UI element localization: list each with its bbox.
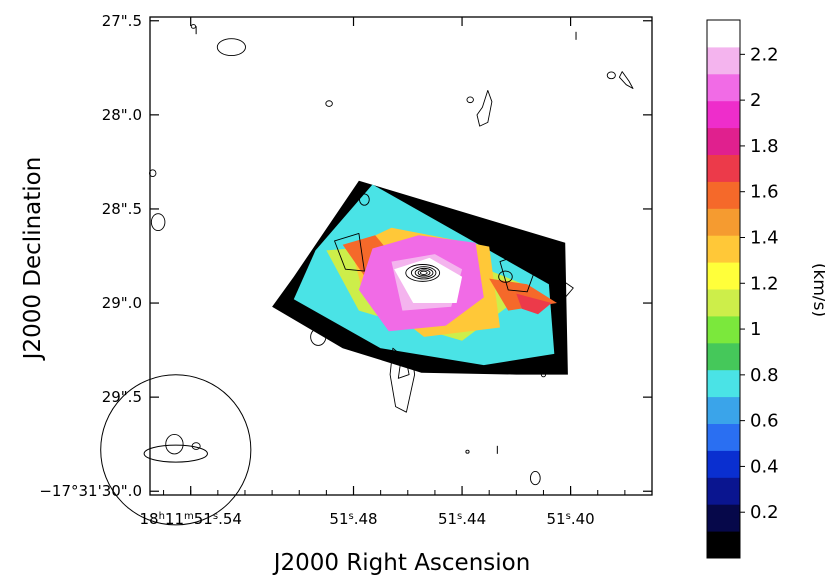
colorbar-band-15 (707, 154, 740, 182)
emission-contour-4 (606, 71, 616, 80)
emission-contour-7 (310, 328, 327, 346)
extended-contour-1 (476, 89, 493, 127)
x-tick-label-4: 51s.40 (547, 510, 595, 528)
emission-contour-10 (529, 471, 541, 486)
colorbar-label-6: 1.2 (750, 273, 779, 294)
colorbar-label-5: 1.4 (750, 227, 779, 248)
colorbar-band-9 (707, 315, 740, 344)
colorbar-band-12 (707, 235, 740, 263)
colorbar-label-9: 0.6 (750, 411, 779, 432)
core-contour-2 (410, 266, 437, 280)
colorbar-label-8: 0.8 (750, 365, 779, 386)
colorbar-band-17 (707, 100, 740, 129)
beam-ellipse (143, 444, 208, 463)
colorbar-band-3 (707, 477, 740, 505)
colorbar-band-20 (707, 20, 740, 48)
extended-contour-4 (618, 71, 634, 89)
emission-contour-14 (359, 193, 370, 206)
colorbar-band-2 (707, 504, 740, 532)
extended-contour-6 (334, 232, 365, 272)
colorbar-band-19 (707, 46, 740, 75)
colorbar-label-11: 0.2 (750, 502, 779, 523)
y-tick-label-2: 28".0 (102, 106, 142, 124)
colorbar-label-4: 1.6 (750, 182, 779, 203)
dispersion-region-7 (516, 293, 552, 315)
colorbar-unit-label: (km/s) (809, 263, 825, 317)
colorbar-band-7 (707, 369, 740, 398)
x-tick-label-3: 51s.44 (438, 510, 486, 528)
colorbar-label-1: 2.2 (750, 44, 779, 65)
core-contour-4 (417, 269, 431, 277)
colorbar-band-8 (707, 342, 740, 371)
extended-contour-7 (556, 278, 574, 298)
emission-contour-13 (190, 24, 197, 29)
colorbar-band-10 (707, 289, 740, 317)
colorbar-band-1 (707, 531, 740, 559)
y-tick-label-6: −17°31'30".0 (39, 482, 142, 500)
y-axis-title: J2000 Declination (20, 157, 46, 362)
emission-contour-15 (498, 270, 513, 283)
core-contour-3 (414, 267, 434, 278)
colorbar-band-4 (707, 450, 740, 478)
y-tick-label-1: 27".5 (102, 12, 142, 30)
emission-contour-1 (216, 38, 246, 57)
colorbar-label-7: 1 (750, 319, 761, 340)
colorbar-band-14 (707, 181, 740, 209)
x-axis-title: J2000 Right Ascension (272, 550, 531, 576)
colorbar: 2.2 2 1.8 1.6 1.4 1.2 1 0.8 0.6 0.4 0.2 (706, 19, 779, 559)
plot-frame (149, 16, 653, 496)
emission-contour-3 (466, 96, 474, 104)
y-tick-label-4: 29".0 (102, 294, 142, 312)
colorbar-band-16 (707, 127, 740, 155)
y-tick-label-3: 28".5 (102, 200, 142, 218)
emission-contour-12 (465, 449, 470, 454)
x-tick-label-1: 18h11m51s.54 (139, 510, 241, 528)
y-tick-label-5: 29".5 (102, 388, 142, 406)
colorbar-band-5 (707, 423, 740, 451)
colorbar-label-3: 1.8 (750, 136, 779, 157)
core-contour-5 (419, 270, 428, 275)
dispersion-region-10 (394, 257, 463, 303)
plot-layer: 27".5 28".0 28".5 29".0 29".5 −17°31'30".0 18h… (39, 12, 653, 528)
colorbar-band-11 (707, 262, 740, 290)
extended-contour-5 (499, 253, 536, 293)
extended-contour-3 (397, 359, 410, 379)
extended-contour-2 (389, 347, 416, 413)
colorbar-band-13 (707, 208, 740, 236)
emission-contour-8 (165, 433, 184, 455)
emission-contour-2 (325, 100, 333, 107)
emission-contour-6 (150, 213, 166, 232)
beam-circle (100, 374, 252, 526)
colorbar-band-6 (707, 396, 740, 424)
colorbar-band-18 (707, 73, 740, 102)
emission-contour-11 (540, 371, 547, 378)
core-contour-1 (405, 264, 441, 282)
colorbar-frame (706, 19, 741, 559)
colorbar-label-10: 0.4 (750, 456, 779, 477)
x-tick-label-2: 51s.48 (329, 510, 377, 528)
colorbar-label-2: 2 (750, 90, 761, 111)
